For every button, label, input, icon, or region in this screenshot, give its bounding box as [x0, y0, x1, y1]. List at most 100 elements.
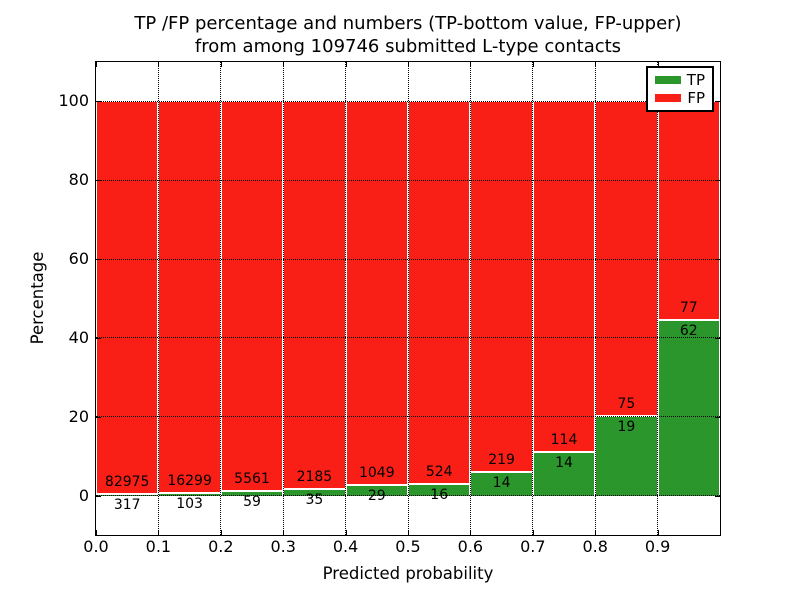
y-tick-mark — [96, 259, 101, 261]
tp-bar-segment — [220, 491, 284, 496]
x-tick-label: 0.8 — [582, 537, 608, 556]
x-tick-mark — [408, 530, 409, 535]
x-tick-mark — [220, 530, 222, 535]
fp-count-label: 2185 — [296, 469, 333, 486]
legend-row-tp: TP — [655, 72, 705, 88]
tp-bar-segment — [283, 489, 346, 496]
fp-count-label: 75 — [617, 395, 636, 412]
gridline-horizontal — [96, 258, 720, 260]
tp-count-label: 14 — [492, 474, 511, 491]
x-tick-mark-top — [158, 62, 160, 67]
fp-bar-segment — [345, 101, 408, 485]
tp-bar-segment — [408, 483, 471, 496]
y-tick-label: 0 — [78, 485, 89, 505]
gridline-horizontal — [96, 495, 720, 497]
gridline-vertical — [657, 62, 659, 535]
y-tick-mark-right — [715, 337, 720, 339]
x-tick-label: 0.4 — [332, 537, 359, 556]
tp-count-label: 317 — [113, 497, 141, 514]
legend-row-fp: FP — [655, 90, 705, 106]
x-tick-mark-top — [408, 62, 409, 67]
x-tick-mark — [532, 530, 534, 535]
fp-bar-segment — [532, 101, 596, 453]
x-tick-label: 0.7 — [520, 537, 546, 556]
gridline-vertical — [469, 62, 471, 535]
gridline-vertical — [282, 62, 284, 535]
tp-bar-segment — [96, 494, 159, 496]
x-tick-mark — [158, 530, 160, 535]
chart-title-line1: TP /FP percentage and numbers (TP-bottom… — [134, 13, 682, 34]
x-axis-label: Predicted probability — [322, 564, 494, 583]
x-tick-mark — [345, 530, 347, 535]
fp-count-label: 114 — [550, 432, 578, 449]
gridline-horizontal — [96, 100, 720, 102]
fp-bar-segment — [220, 101, 284, 492]
gridline-vertical — [407, 62, 409, 535]
gridline-vertical — [157, 62, 159, 535]
gridline-vertical — [532, 62, 534, 535]
fp-count-label: 16299 — [167, 473, 212, 490]
legend-label-fp: FP — [687, 89, 705, 107]
x-tick-mark-top — [595, 62, 597, 67]
tp-bar-segment — [470, 471, 533, 496]
tp-count-label: 16 — [430, 486, 449, 503]
gridline-vertical — [594, 62, 596, 535]
x-tick-label: 0.6 — [457, 537, 484, 556]
fp-count-label: 524 — [425, 463, 453, 480]
y-tick-label: 80 — [68, 170, 89, 190]
gridline-horizontal — [96, 179, 720, 181]
tp-bar-segment — [532, 452, 596, 496]
y-tick-label: 40 — [68, 327, 89, 347]
tp-bar-segment — [657, 319, 720, 496]
x-tick-mark — [470, 530, 472, 535]
gridline-vertical — [345, 62, 347, 535]
fp-bar-segment — [408, 101, 471, 484]
tp-swatch-icon — [655, 76, 681, 84]
y-tick-mark-right — [715, 101, 720, 103]
tp-bar-segment — [158, 493, 221, 496]
fp-bar-segment — [657, 101, 720, 320]
y-tick-mark — [96, 416, 101, 418]
chart-title-line2: from among 109746 submitted L-type conta… — [194, 36, 622, 57]
tp-count-label: 19 — [617, 418, 636, 435]
fp-bar-segment — [96, 101, 159, 495]
x-tick-mark-top — [532, 62, 534, 67]
fp-count-label: 1049 — [358, 464, 395, 481]
tp-count-label: 103 — [176, 496, 203, 513]
fp-count-label: 5561 — [234, 471, 270, 488]
x-tick-mark — [595, 530, 597, 535]
legend-label-tp: TP — [686, 71, 705, 89]
fp-swatch-icon — [655, 94, 681, 102]
fp-count-label: 77 — [679, 299, 698, 316]
y-tick-mark — [96, 495, 101, 497]
x-tick-mark-top — [220, 62, 222, 67]
fp-count-label: 82975 — [104, 474, 150, 491]
fp-bar-segment — [470, 101, 533, 472]
y-tick-mark — [96, 101, 101, 103]
gridline-vertical — [220, 62, 222, 535]
y-tick-mark-right — [715, 416, 720, 418]
x-tick-mark-top — [96, 62, 97, 67]
x-tick-label: 0.3 — [270, 537, 296, 556]
gridline-horizontal — [96, 416, 720, 418]
chart-title: TP /FP percentage and numbers (TP-bottom… — [96, 12, 720, 58]
tp-bar-segment — [595, 415, 658, 496]
x-tick-label: 0.2 — [208, 537, 234, 556]
x-tick-label: 0.5 — [395, 537, 421, 556]
x-tick-label: 0.0 — [83, 537, 109, 556]
x-tick-mark-top — [470, 62, 472, 67]
tp-count-label: 59 — [243, 494, 261, 511]
tp-count-label: 29 — [367, 487, 386, 504]
x-tick-mark-top — [345, 62, 347, 67]
fp-bar-segment — [283, 101, 346, 490]
fp-bar-segment — [158, 101, 221, 494]
gridline-horizontal — [96, 337, 720, 339]
y-tick-mark — [96, 337, 101, 339]
y-tick-label: 20 — [68, 406, 89, 426]
tp-count-label: 35 — [305, 492, 324, 509]
y-tick-label: 100 — [58, 91, 89, 111]
x-tick-label: 0.9 — [644, 537, 671, 556]
y-tick-mark-right — [715, 180, 720, 182]
y-tick-mark-right — [715, 495, 720, 497]
